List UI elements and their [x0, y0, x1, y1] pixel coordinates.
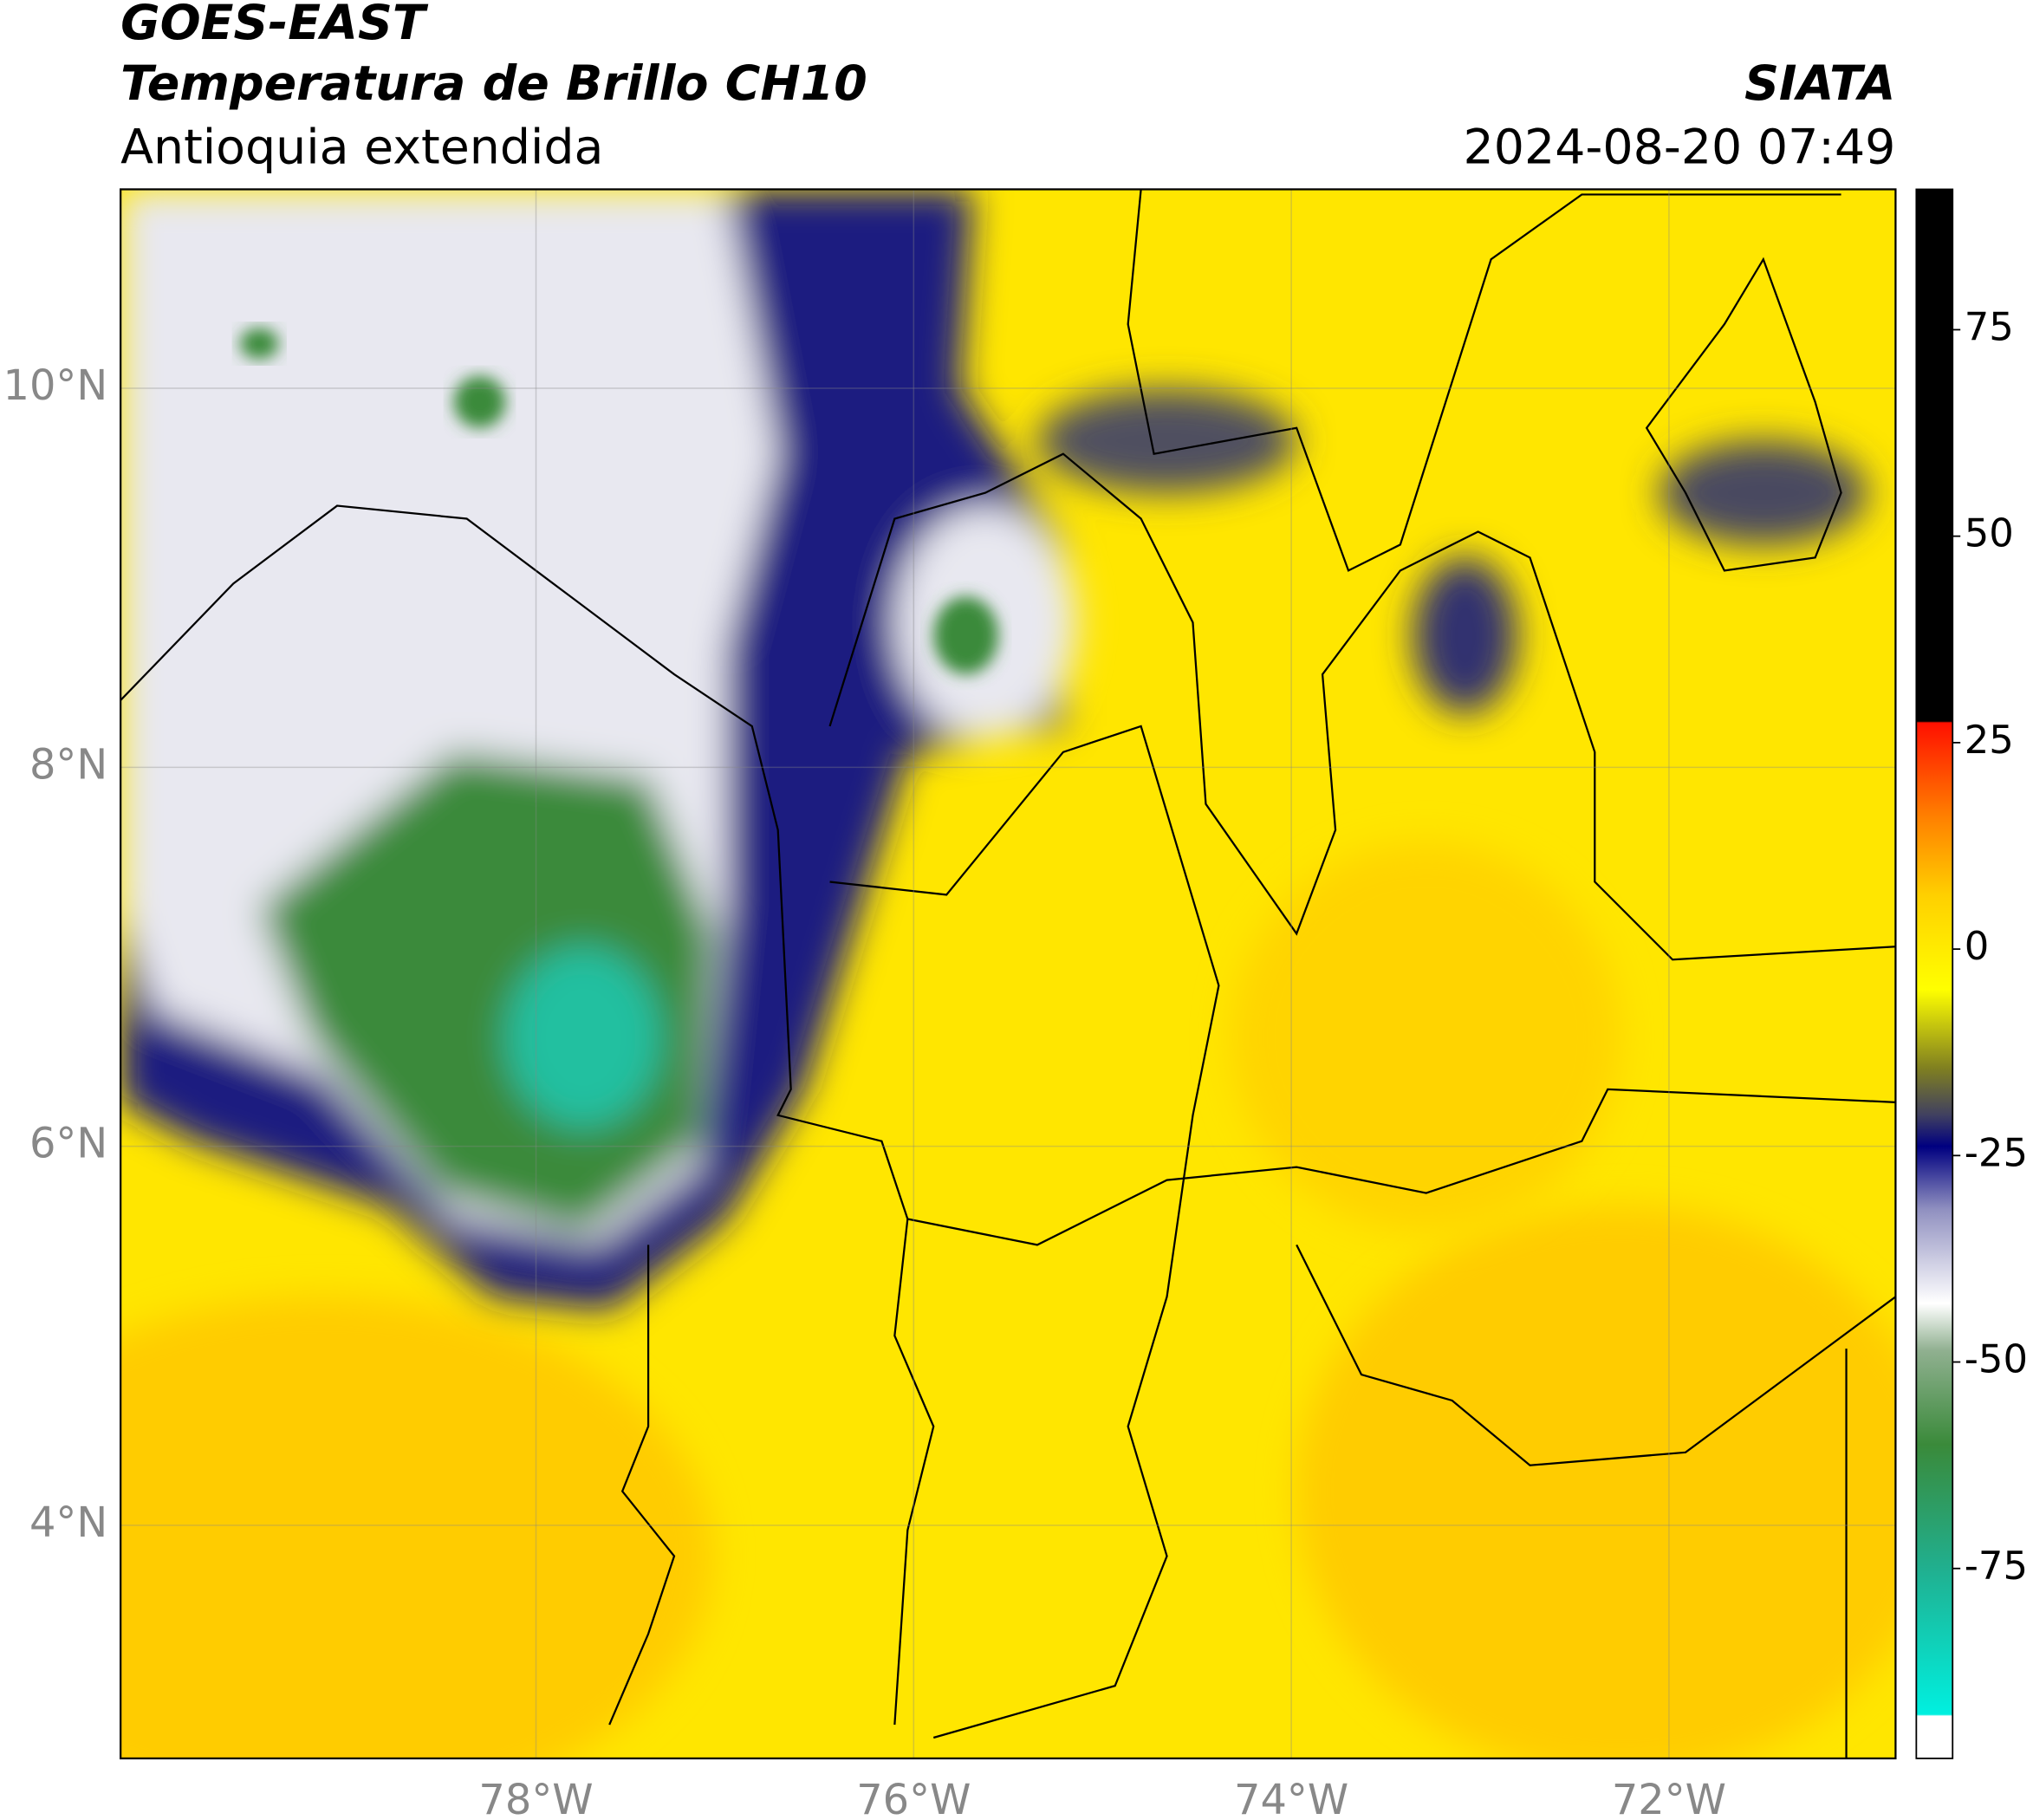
- source: SIATA: [1744, 56, 1895, 112]
- y-tick-label: 8°N: [29, 741, 107, 789]
- x-tick-label: 78°W: [478, 1777, 593, 1820]
- y-tick-label: 4°N: [29, 1499, 107, 1547]
- colorbar-tick-label: 50: [1965, 510, 2014, 556]
- title: GOES-EAST: [120, 0, 429, 51]
- colorbar-tick-label: 25: [1965, 717, 2014, 763]
- colorbar-tick-label: -75: [1965, 1543, 2028, 1589]
- colorbar-tick-label: -25: [1965, 1129, 2028, 1175]
- subtitle: Temperatura de Brillo CH10: [120, 56, 867, 112]
- colorbar-tick-label: -50: [1965, 1336, 2028, 1382]
- y-tick-label: 6°N: [29, 1121, 107, 1168]
- x-tick-label: 76°W: [856, 1777, 971, 1820]
- x-tick-label: 74°W: [1234, 1777, 1348, 1820]
- y-tick-label: 10°N: [3, 362, 108, 410]
- map-frame: [120, 188, 1897, 1760]
- satellite-image: [120, 189, 1896, 1758]
- colorbar-tick-label: 75: [1965, 303, 2014, 349]
- colorbar-tick-label: 0: [1965, 923, 1990, 969]
- region: Antioquia extendida: [120, 120, 603, 176]
- borders: [120, 189, 1896, 1758]
- x-tick-label: 72°W: [1612, 1777, 1726, 1820]
- timestamp: 2024-08-20 07:49: [1464, 120, 1896, 176]
- colorbar: [1915, 188, 1954, 1759]
